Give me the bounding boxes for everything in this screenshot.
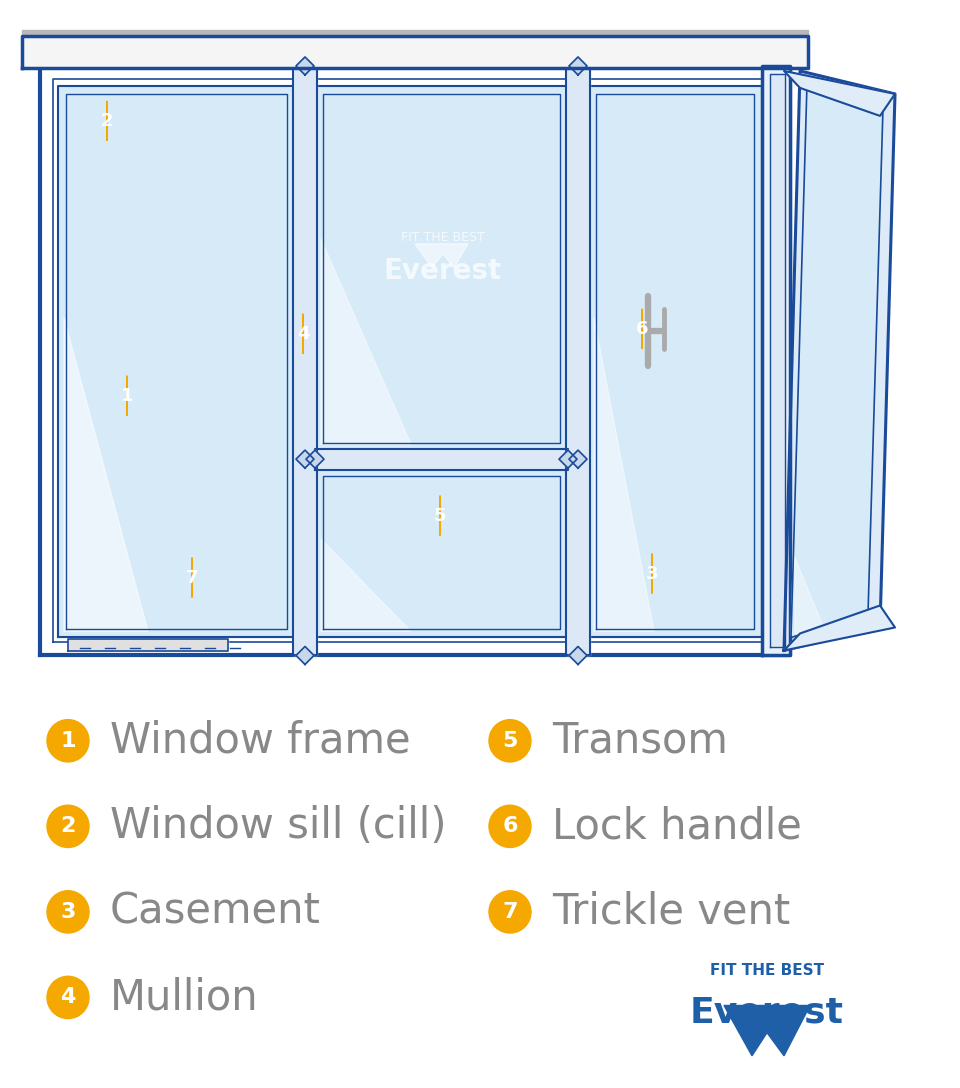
Circle shape xyxy=(47,719,89,762)
Text: Window sill (cill): Window sill (cill) xyxy=(110,805,446,848)
Polygon shape xyxy=(415,244,468,268)
Text: Casement: Casement xyxy=(110,891,321,932)
Polygon shape xyxy=(315,86,568,450)
Polygon shape xyxy=(569,57,587,75)
Polygon shape xyxy=(594,318,654,631)
Polygon shape xyxy=(40,66,790,655)
Polygon shape xyxy=(293,66,317,655)
Circle shape xyxy=(47,891,89,934)
Text: Trickle vent: Trickle vent xyxy=(552,891,790,932)
Polygon shape xyxy=(559,450,577,468)
Text: 1: 1 xyxy=(121,386,133,405)
Text: 5: 5 xyxy=(434,507,446,524)
Polygon shape xyxy=(569,646,587,665)
Text: 4: 4 xyxy=(60,988,76,1007)
Text: 7: 7 xyxy=(185,569,199,586)
Text: Mullion: Mullion xyxy=(110,976,258,1018)
Text: 1: 1 xyxy=(60,731,76,751)
Circle shape xyxy=(47,805,89,848)
Circle shape xyxy=(489,805,531,848)
Circle shape xyxy=(47,976,89,1018)
Text: FIT THE BEST: FIT THE BEST xyxy=(401,232,485,245)
Text: 3: 3 xyxy=(60,902,76,922)
Polygon shape xyxy=(296,450,314,468)
Polygon shape xyxy=(566,66,590,655)
Polygon shape xyxy=(315,448,568,470)
Polygon shape xyxy=(321,539,411,631)
Polygon shape xyxy=(296,646,314,665)
Text: Everest: Everest xyxy=(384,257,502,285)
Polygon shape xyxy=(784,606,895,651)
Polygon shape xyxy=(58,86,295,638)
Polygon shape xyxy=(22,36,808,67)
Polygon shape xyxy=(770,74,785,647)
Polygon shape xyxy=(315,468,568,638)
Polygon shape xyxy=(296,57,314,75)
Text: 2: 2 xyxy=(60,816,76,837)
Text: Everest: Everest xyxy=(690,996,844,1029)
Circle shape xyxy=(489,891,531,934)
Polygon shape xyxy=(724,1005,810,1055)
Polygon shape xyxy=(306,450,324,468)
Text: 6: 6 xyxy=(502,816,517,837)
Text: Transom: Transom xyxy=(552,720,728,762)
Polygon shape xyxy=(22,30,808,36)
Polygon shape xyxy=(791,84,883,638)
Text: 6: 6 xyxy=(636,320,648,337)
Text: 2: 2 xyxy=(101,112,113,129)
Polygon shape xyxy=(588,86,762,638)
Text: 7: 7 xyxy=(502,902,517,922)
Polygon shape xyxy=(795,557,826,633)
Polygon shape xyxy=(762,66,790,655)
Polygon shape xyxy=(569,450,587,468)
Text: FIT THE BEST: FIT THE BEST xyxy=(710,963,824,978)
Polygon shape xyxy=(784,71,895,116)
Text: Lock handle: Lock handle xyxy=(552,805,802,848)
Text: Window frame: Window frame xyxy=(110,720,411,762)
Text: 5: 5 xyxy=(502,731,517,751)
Polygon shape xyxy=(784,71,895,651)
Polygon shape xyxy=(321,239,411,445)
Text: 4: 4 xyxy=(297,324,309,343)
Circle shape xyxy=(489,719,531,762)
Text: 3: 3 xyxy=(646,565,659,582)
Polygon shape xyxy=(68,640,228,652)
Polygon shape xyxy=(64,318,148,631)
